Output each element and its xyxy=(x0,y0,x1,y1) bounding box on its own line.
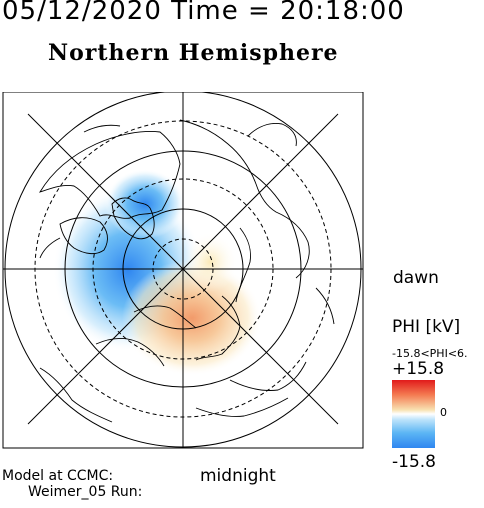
dawn-label: dawn xyxy=(393,268,439,288)
colorbar-min-label: -15.8 xyxy=(392,452,436,472)
colorbar-zero-label: 0 xyxy=(440,406,447,419)
page-title: 05/12/2020 Time = 20:18:00 xyxy=(2,0,405,26)
model-run-name: Weimer_05 Run: xyxy=(28,484,143,500)
polar-potential-map xyxy=(2,92,364,449)
meridian-lines xyxy=(3,92,363,448)
hemisphere-title: Northern Hemisphere xyxy=(48,40,339,66)
potential-range: -15.8<PHI<6. xyxy=(392,347,468,360)
model-credit: Model at CCMC: xyxy=(2,468,114,484)
midnight-label: midnight xyxy=(200,466,276,486)
colorbar xyxy=(392,380,435,448)
colorbar-title: PHI [kV] xyxy=(392,317,461,337)
colorbar-max-label: +15.8 xyxy=(392,359,445,379)
